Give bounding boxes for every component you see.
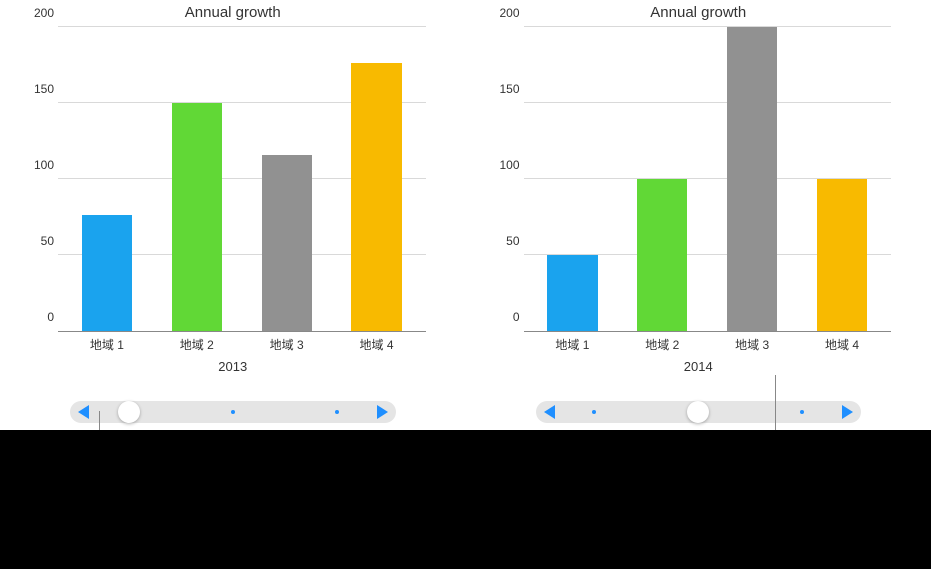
x-label: 地域 1 (71, 336, 143, 353)
chart-panels: Annual growth 0 50 100 150 200 (0, 0, 931, 430)
bar-region-1 (82, 215, 132, 331)
plot-region: 0 50 100 150 200 (524, 27, 892, 332)
x-axis-labels: 地域 1 地域 2 地域 3 地域 4 (58, 332, 426, 353)
y-tick: 0 (28, 310, 54, 324)
chart-title: Annual growth (30, 0, 436, 27)
bars (524, 27, 892, 331)
chart-area: 0 50 100 150 200 (524, 27, 902, 332)
data-set-slider[interactable] (536, 400, 862, 424)
x-label: 地域 2 (161, 336, 233, 353)
x-axis-labels: 地域 1 地域 2 地域 3 地域 4 (524, 332, 892, 353)
slider-prev-arrow-icon[interactable] (544, 405, 555, 419)
bars (58, 27, 426, 331)
slider-prev-arrow-icon[interactable] (78, 405, 89, 419)
chart-title: Annual growth (496, 0, 902, 27)
year-label: 2013 (30, 359, 436, 374)
x-label: 地域 4 (341, 336, 413, 353)
slider-thumb[interactable] (118, 401, 140, 423)
chart-panel-2013: Annual growth 0 50 100 150 200 (0, 0, 466, 430)
y-tick: 200 (28, 6, 54, 20)
slider-next-arrow-icon[interactable] (377, 405, 388, 419)
slider-thumb[interactable] (687, 401, 709, 423)
slider-stop-dot (231, 410, 235, 414)
y-tick: 50 (28, 234, 54, 248)
bar-region-1 (547, 255, 597, 331)
plot-region: 0 50 100 150 200 (58, 27, 426, 332)
x-label: 地域 2 (626, 336, 698, 353)
slider-next-arrow-icon[interactable] (842, 405, 853, 419)
x-label: 地域 4 (806, 336, 878, 353)
chart-area: 0 50 100 150 200 (58, 27, 436, 332)
bar-region-4 (351, 63, 401, 331)
chart-panel-2014: Annual growth 0 50 100 150 200 (466, 0, 931, 430)
y-tick: 100 (494, 158, 520, 172)
x-label: 地域 1 (536, 336, 608, 353)
bar-region-3 (727, 27, 777, 331)
x-label: 地域 3 (716, 336, 788, 353)
y-tick: 150 (28, 82, 54, 96)
slider-stop-dot (592, 410, 596, 414)
slider-stop-dot (335, 410, 339, 414)
data-set-slider[interactable] (70, 400, 396, 424)
x-label: 地域 3 (251, 336, 323, 353)
y-tick: 50 (494, 234, 520, 248)
bar-region-3 (262, 155, 312, 331)
bar-region-2 (172, 103, 222, 331)
y-tick: 200 (494, 6, 520, 20)
bar-region-2 (637, 179, 687, 331)
year-label: 2014 (496, 359, 902, 374)
slider-stop-dot (800, 410, 804, 414)
y-tick: 100 (28, 158, 54, 172)
y-tick: 0 (494, 310, 520, 324)
footer-band (0, 430, 931, 569)
bar-region-4 (817, 179, 867, 331)
y-tick: 150 (494, 82, 520, 96)
